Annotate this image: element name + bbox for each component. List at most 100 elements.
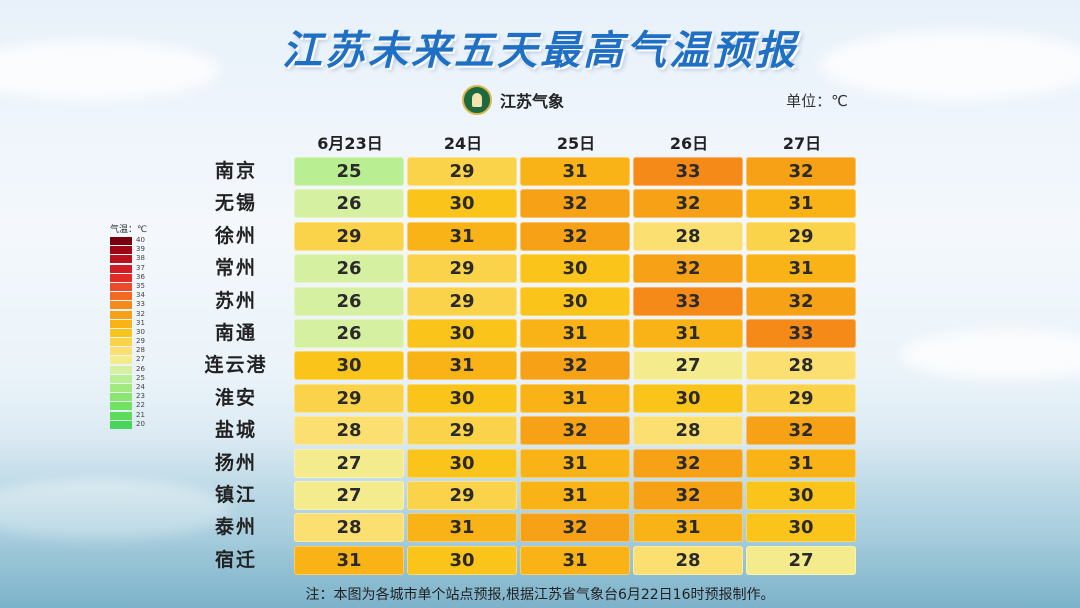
- temperature-cell: 32: [633, 481, 743, 510]
- temperature-cell: 29: [407, 286, 517, 316]
- temperature-cell: 32: [520, 351, 630, 381]
- legend-swatch: 28: [110, 346, 145, 356]
- temperature-cell: 30: [633, 383, 743, 413]
- temperature-cell: 31: [520, 481, 630, 510]
- legend-value: 29: [136, 337, 145, 346]
- temperature-cell: 28: [294, 513, 404, 543]
- temperature-cell: 31: [520, 383, 630, 413]
- city-label: 宿迁: [214, 548, 257, 571]
- temperature-cell: 29: [746, 221, 856, 251]
- legend-value: 39: [136, 245, 145, 254]
- temperature-legend: 气温：℃ 40 39 38 37 36 35 34 33 32 31 30 29 28 27 26 25 24 2…: [110, 222, 147, 430]
- temperature-cell: 32: [746, 416, 856, 446]
- temperature-cell: 28: [294, 416, 404, 446]
- footnote: 注：本图为各城市单个站点预报,根据江苏省气象台6月22日16时预报制作。: [305, 587, 775, 603]
- legend-swatch: 26: [110, 365, 145, 374]
- temperature-cell: 26: [294, 189, 404, 219]
- legend-swatches: 40 39 38 37 36 35 34 33 32 31 30 29 28 27 26 25 24 23 22 21…: [110, 236, 147, 429]
- legend-title: 气温：℃: [110, 225, 148, 235]
- page-title: 江苏未来五天最高气温预报: [282, 28, 798, 74]
- legend-value: 37: [136, 263, 145, 272]
- temperature-cell: 26: [294, 254, 404, 284]
- column-header: 27日: [782, 134, 822, 153]
- temperature-cell: 28: [633, 416, 743, 446]
- temperature-cell: 31: [633, 513, 743, 543]
- legend-swatch: 36: [110, 273, 145, 282]
- legend-value: 36: [136, 272, 145, 281]
- legend-swatch: 40: [110, 236, 145, 245]
- legend-value: 24: [136, 383, 145, 391]
- legend-value: 22: [136, 401, 145, 410]
- background-cloud: [0, 40, 220, 100]
- temperature-cell: 31: [294, 545, 404, 575]
- legend-value: 38: [136, 254, 145, 263]
- temperature-cell: 29: [407, 481, 517, 510]
- temperature-cell: 29: [407, 157, 517, 186]
- temperature-cell: 31: [746, 448, 856, 478]
- temperature-cell: 31: [520, 448, 630, 478]
- temperature-cell: 26: [294, 286, 404, 316]
- temperature-cell: 32: [746, 157, 856, 186]
- legend-swatch: 21: [110, 411, 145, 420]
- meteorology-emblem-icon: [462, 85, 492, 115]
- city-label: 扬州: [214, 451, 257, 474]
- temperature-cell: 25: [294, 157, 404, 186]
- city-label: 常州: [214, 257, 257, 280]
- temperature-cell: 32: [520, 416, 630, 446]
- legend-swatch: 32: [110, 310, 145, 319]
- legend-value: 20: [136, 419, 145, 428]
- temperature-cell: 31: [520, 157, 630, 186]
- temperature-cell: 33: [746, 319, 856, 348]
- legend-value: 26: [136, 364, 145, 373]
- city-label: 徐州: [214, 224, 257, 247]
- legend-value: 35: [136, 281, 145, 290]
- legend-value: 30: [136, 327, 145, 336]
- legend-swatch: 29: [110, 337, 145, 347]
- temperature-cell: 28: [746, 351, 856, 381]
- temperature-cell: 32: [633, 189, 743, 219]
- temperature-cell: 32: [520, 221, 630, 251]
- unit-label: 单位：℃: [786, 92, 848, 110]
- legend-value: 32: [136, 309, 145, 318]
- city-label: 盐城: [214, 419, 257, 442]
- city-label: 南京: [214, 160, 257, 182]
- legend-swatch: 35: [110, 282, 145, 291]
- temperature-cell: 27: [746, 545, 856, 575]
- logo-text: 江苏气象: [500, 92, 565, 111]
- temperature-cell: 30: [407, 545, 517, 575]
- legend-value: 31: [136, 318, 145, 327]
- legend-value: 28: [136, 346, 145, 355]
- temperature-cell: 30: [407, 189, 517, 219]
- city-label: 连云港: [204, 354, 268, 377]
- temperature-cell: 33: [633, 286, 743, 316]
- temperature-cell: 27: [294, 448, 404, 478]
- legend-swatch: 25: [110, 374, 145, 383]
- temperature-cell: 32: [520, 189, 630, 219]
- temperature-cell: 30: [407, 383, 517, 413]
- temperature-cell: 31: [633, 319, 743, 348]
- legend-swatch: 30: [110, 328, 145, 337]
- temperature-cell: 31: [407, 351, 517, 381]
- city-label: 镇江: [214, 484, 257, 506]
- temperature-cell: 30: [407, 319, 517, 348]
- temperature-cell: 30: [520, 254, 630, 284]
- city-label: 泰州: [214, 516, 257, 539]
- temperature-cell: 30: [520, 286, 630, 316]
- legend-swatch: 27: [110, 355, 145, 365]
- temperature-cell: 33: [633, 157, 743, 186]
- temperature-cell: 29: [407, 254, 517, 284]
- temperature-cell: 29: [294, 383, 404, 413]
- column-header: 24日: [443, 134, 483, 153]
- temperature-cell: 31: [746, 254, 856, 284]
- background-cloud: [900, 330, 1080, 380]
- logo: 江苏气象: [462, 84, 564, 116]
- temperature-cell: 26: [294, 319, 404, 348]
- temperature-cell: 27: [294, 481, 404, 510]
- background-cloud: [820, 30, 1080, 100]
- temperature-cell: 30: [294, 351, 404, 381]
- column-header: 25日: [556, 134, 596, 153]
- legend-swatch: 20: [110, 420, 145, 429]
- temperature-cell: 30: [746, 481, 856, 510]
- temperature-cell: 31: [520, 319, 630, 348]
- city-label: 淮安: [214, 386, 257, 409]
